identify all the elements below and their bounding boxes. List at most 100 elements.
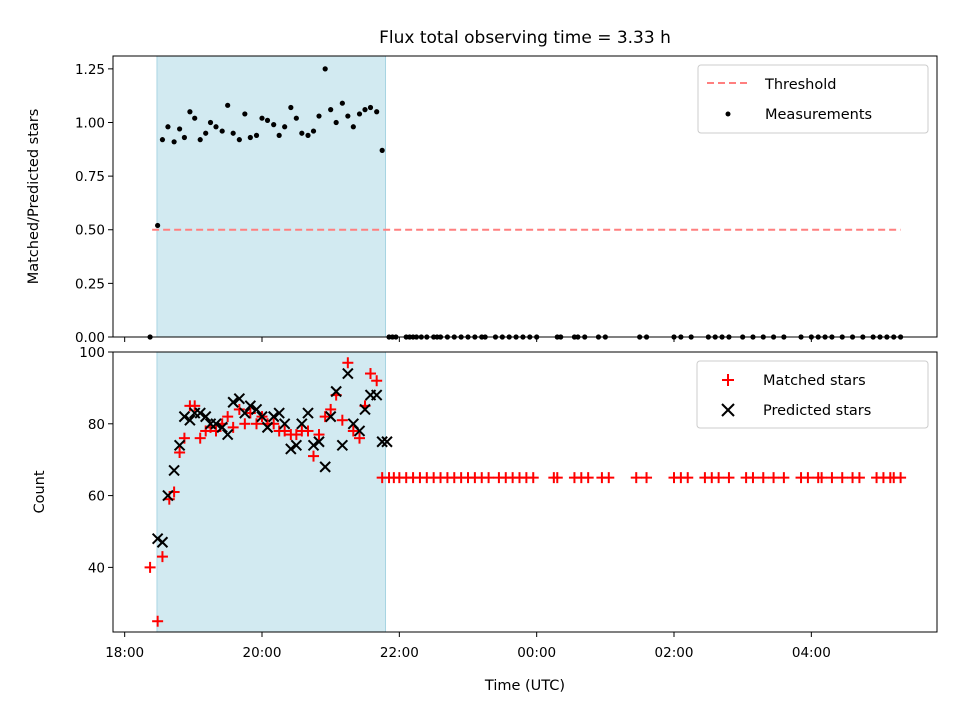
- bottom-x-tick-label: 00:00: [517, 645, 556, 661]
- observing-window-shade-bottom: [156, 351, 387, 633]
- measurement-point: [187, 109, 193, 115]
- matched-star-point: [483, 472, 495, 484]
- measurement-point: [230, 130, 236, 136]
- measurement-point: [165, 124, 171, 130]
- measurement-point: [213, 124, 219, 130]
- measurement-point: [242, 111, 248, 117]
- measurement-point: [310, 128, 317, 134]
- measurement-point: [264, 117, 271, 123]
- matched-star-point: [365, 368, 376, 380]
- predicted-star-point: [156, 536, 169, 548]
- matched-star-point: [233, 403, 245, 415]
- top-legend-box: [697, 64, 929, 134]
- bottom-panel: 40 60 80 100 18:00 20:00 22:00 00:00 02:00 04:00…: [32, 345, 938, 694]
- chart-title: Flux total observing time = 3.33 h: [379, 28, 671, 48]
- matched-star-point: [603, 472, 615, 484]
- matched-star-point: [239, 418, 251, 430]
- predicted-star-point: [256, 410, 268, 423]
- matched-star-point: [527, 472, 539, 484]
- top-legend: Threshold Measurements: [697, 64, 929, 134]
- measurement-point: [259, 115, 265, 121]
- bottom-x-tick-label: 04:00: [792, 645, 831, 661]
- legend-threshold-label: Threshold: [764, 77, 836, 93]
- measurement-point: [367, 104, 374, 111]
- matched-star-point: [222, 411, 234, 423]
- predicted-star-point: [302, 407, 314, 419]
- legend-predicted-swatch: [721, 403, 735, 417]
- top-y-ticks: 0.00 0.25 0.50 0.75 1.00 1.25: [75, 62, 113, 346]
- matched-star-point: [227, 421, 239, 433]
- bottom-y-tick-label: 100: [79, 345, 105, 361]
- predicted-star-point: [296, 418, 308, 430]
- top-y-tick-label: 0.75: [75, 169, 105, 185]
- predicted-star-point: [324, 410, 337, 423]
- matched-star-point: [189, 400, 201, 412]
- predicted-star-point: [173, 439, 186, 452]
- predicted-star-point: [221, 428, 234, 441]
- matched-star-point: [723, 472, 735, 484]
- bottom-y-tick-label: 60: [88, 489, 105, 505]
- predicted-star-point: [353, 425, 366, 437]
- predicted-star-point: [330, 385, 342, 398]
- top-axes-frame: [112, 55, 938, 338]
- matched-star-point: [778, 472, 790, 484]
- predicted-star-point: [267, 410, 280, 423]
- predicted-star-point: [285, 443, 297, 455]
- matched-star-point: [308, 450, 320, 462]
- measurement-point: [197, 137, 203, 143]
- predicted-star-point: [194, 407, 206, 419]
- measurement-point: [362, 107, 368, 113]
- top-x-ticks: [124, 337, 812, 342]
- predicted-star-point: [250, 403, 263, 416]
- predicted-star-point: [184, 414, 196, 426]
- matched-star-point: [682, 472, 694, 484]
- legend-measurements-label: Measurements: [765, 107, 872, 123]
- bottom-legend: Matched stars Predicted stars: [696, 360, 929, 429]
- matched-star-point: [768, 472, 780, 484]
- bottom-legend-box: [696, 360, 929, 429]
- measurement-point: [177, 126, 183, 132]
- measurement-point: [225, 102, 231, 108]
- measurement-point: [271, 122, 277, 128]
- measurement-point: [247, 134, 253, 141]
- top-y-tick-label: 0.00: [75, 330, 105, 346]
- predicted-star-point: [278, 418, 291, 430]
- measurement-point: [356, 111, 363, 117]
- matched-star-point: [313, 429, 325, 441]
- measurement-point: [192, 115, 198, 121]
- matched-star-point: [336, 414, 348, 426]
- measurement-point: [328, 107, 334, 113]
- measurement-point: [276, 132, 282, 138]
- matched-star-point: [319, 411, 331, 423]
- bottom-x-ticks: 18:00 20:00 22:00 00:00 02:00 04:00: [105, 632, 831, 661]
- predicted-star-point: [168, 464, 180, 477]
- top-y-axis-label: Matched/Predicted stars: [26, 109, 42, 285]
- bottom-y-axis-label: Count: [32, 470, 48, 513]
- measurement-point: [171, 139, 177, 145]
- predicted-star-point: [233, 392, 246, 405]
- predicted-star-point: [381, 436, 393, 448]
- predicted-star-point: [342, 367, 354, 380]
- measurement-point: [299, 130, 305, 136]
- bottom-x-tick-label: 20:00: [243, 645, 282, 661]
- observing-window-shade-top: [156, 55, 387, 338]
- measurement-point: [155, 222, 161, 229]
- matched-star-point: [194, 432, 206, 444]
- matched-star-point: [354, 432, 366, 444]
- measurement-point: [236, 137, 242, 143]
- matched-star-point: [152, 615, 164, 627]
- x-axis-label: Time (UTC): [484, 678, 565, 694]
- bottom-y-tick-label: 40: [88, 560, 105, 576]
- top-y-tick-label: 0.25: [75, 276, 105, 292]
- measurement-point: [345, 113, 351, 119]
- matched-star-point: [144, 561, 156, 573]
- matched-star-point: [747, 472, 759, 484]
- measurement-point: [379, 147, 385, 153]
- predicted-star-point: [199, 410, 212, 423]
- top-y-tick-label: 1.25: [75, 62, 105, 78]
- measurement-point: [219, 128, 225, 134]
- matched-star-point: [826, 472, 838, 484]
- bottom-axes-frame: [112, 351, 938, 633]
- measurement-point: [282, 124, 288, 130]
- predicted-star-point: [216, 421, 228, 434]
